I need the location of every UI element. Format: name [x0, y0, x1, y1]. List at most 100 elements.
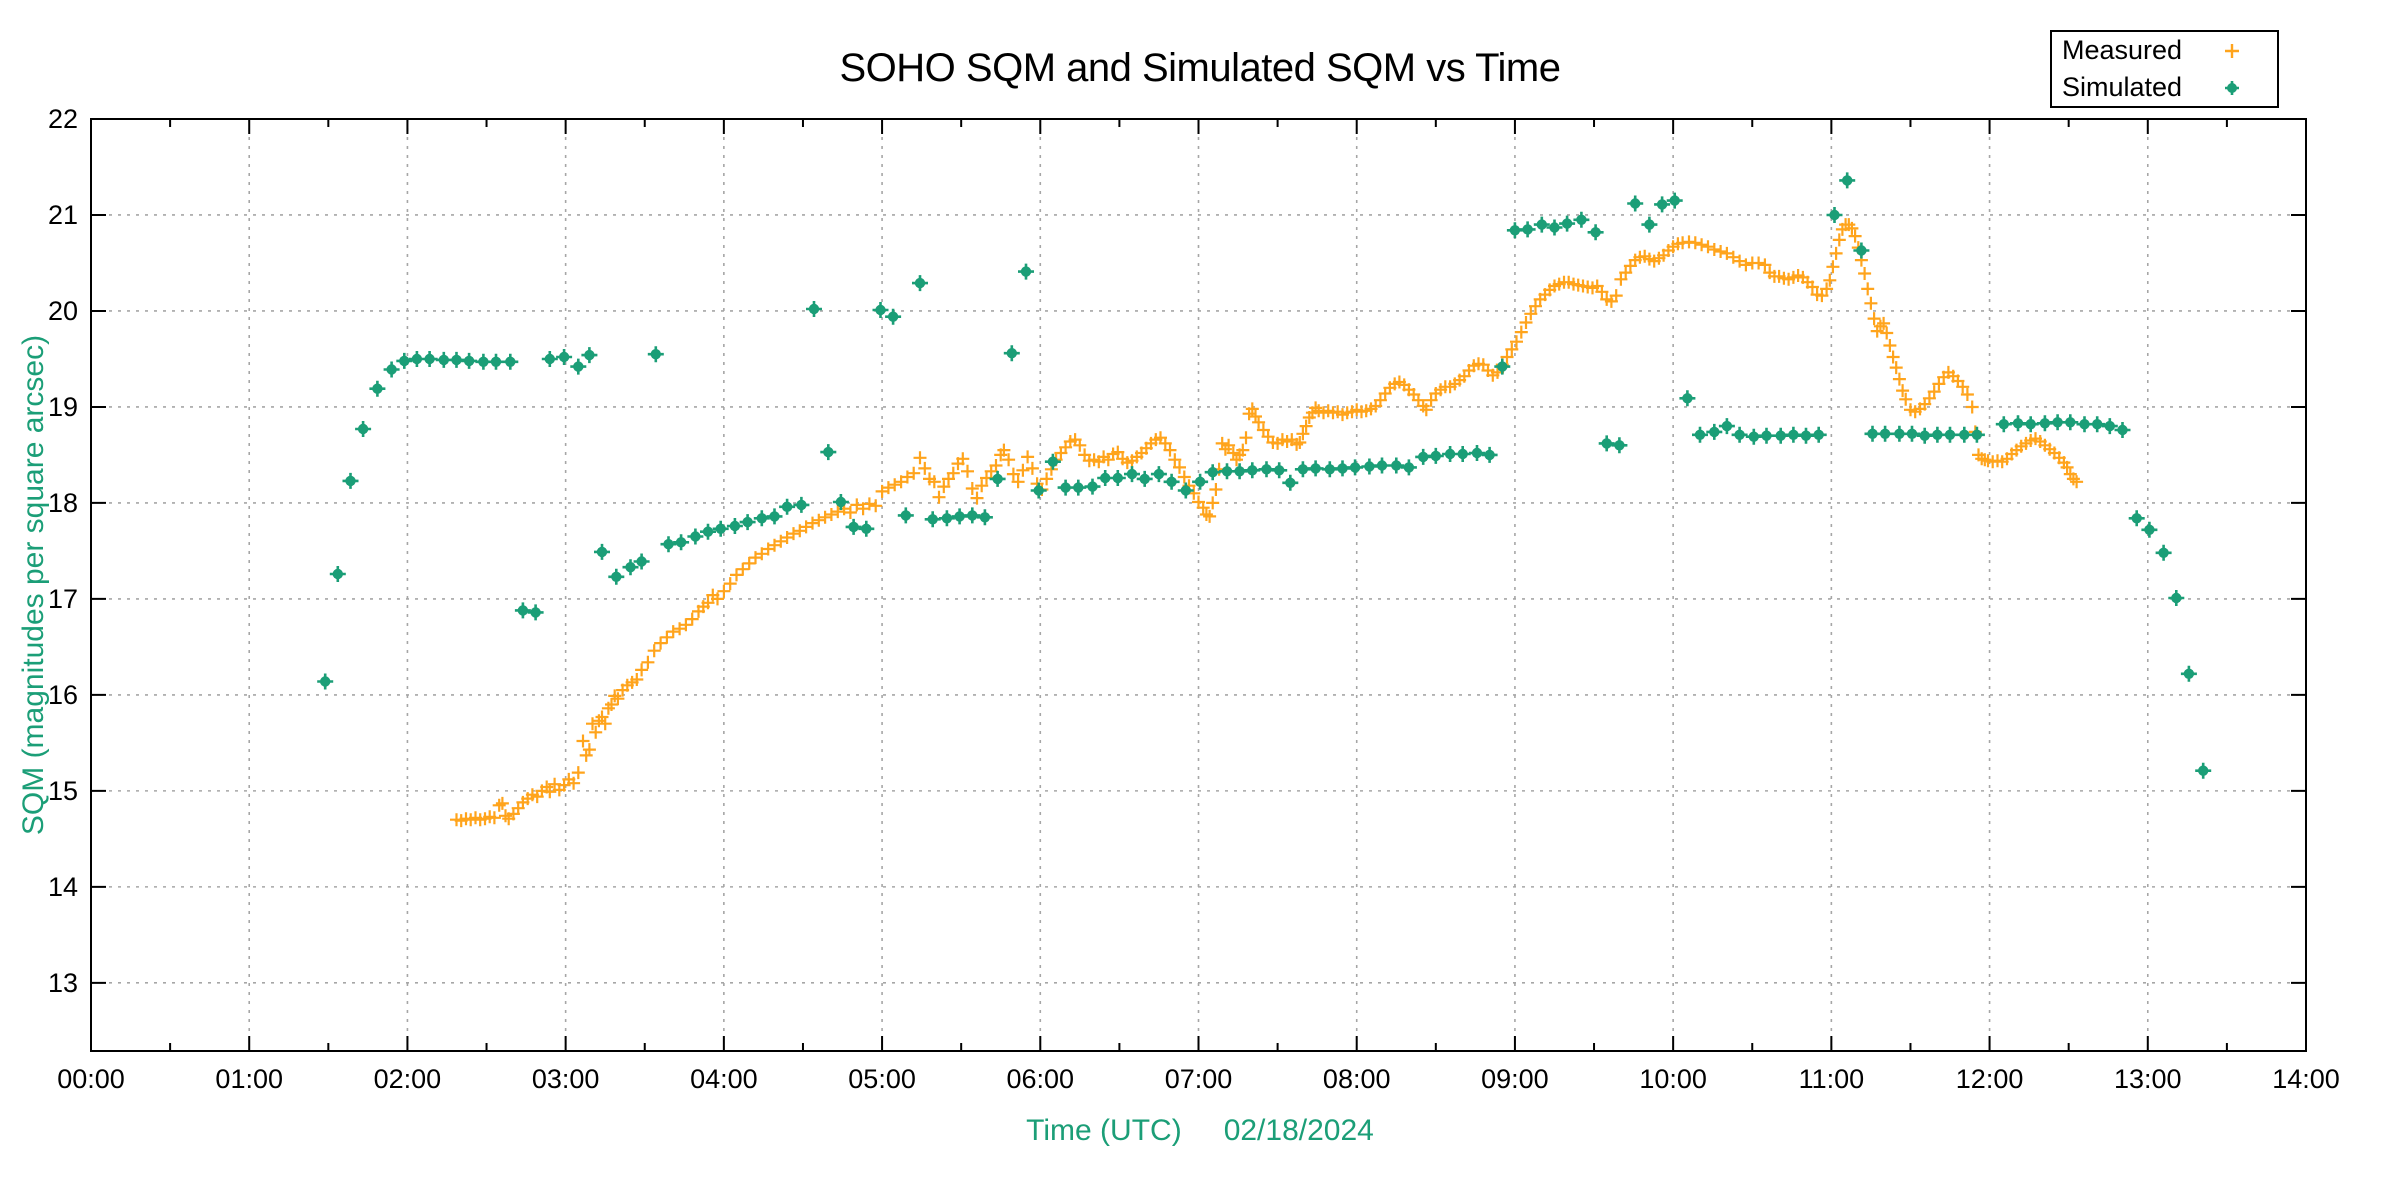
x-tick-label: 10:00 [1639, 1064, 1707, 1094]
simulated-point [1060, 482, 1071, 493]
simulated-point [900, 510, 911, 521]
simulated-point [1788, 429, 1799, 440]
simulated-point [756, 513, 767, 524]
simulated-point [2039, 418, 2051, 429]
simulated-point [1047, 456, 1059, 467]
x-tick-label: 03:00 [532, 1064, 600, 1094]
simulated-point [967, 510, 978, 521]
simulated-point [1867, 428, 1878, 439]
chart-title: SOHO SQM and Simulated SQM vs Time [839, 46, 1562, 90]
plot-border [90, 118, 2307, 1052]
simulated-point [1971, 429, 1983, 440]
x-tick-label: 12:00 [1956, 1064, 2024, 1094]
y-tick-label: 15 [48, 776, 78, 806]
simulated-point [386, 364, 397, 375]
simulated-point [1856, 245, 1867, 256]
simulated-point [848, 521, 859, 533]
simulated-point [1310, 463, 1321, 474]
y-tick-label: 18 [48, 488, 78, 518]
simulated-point [2183, 668, 2195, 679]
x-tick-label: 04:00 [690, 1064, 758, 1094]
simulated-point [2198, 765, 2209, 776]
simulated-point [357, 423, 369, 435]
simulated-point [1536, 219, 1548, 230]
simulated-point [808, 303, 820, 315]
simulated-point [954, 511, 965, 522]
simulated-point [1682, 393, 1693, 404]
simulated-point [1879, 428, 1891, 439]
simulated-point [1126, 468, 1138, 480]
simulated-point [1444, 448, 1456, 460]
simulated-point [1247, 465, 1258, 476]
simulated-point [835, 496, 847, 508]
simulated-point [1349, 462, 1361, 473]
simulated-point [1364, 461, 1375, 472]
simulated-point [1509, 225, 1521, 236]
simulated-point [1418, 451, 1429, 463]
simulated-point [715, 523, 726, 534]
simulated-point [1549, 222, 1560, 233]
simulated-point [1775, 430, 1786, 441]
simulated-point [1721, 420, 1733, 432]
simulated-point [1694, 429, 1706, 440]
simulated-point [558, 351, 570, 363]
x-tick-label: 07:00 [1165, 1064, 1233, 1094]
simulated-point [2144, 524, 2155, 535]
y-tick-label: 21 [48, 200, 78, 230]
simulated-point [702, 526, 714, 537]
simulated-point [1207, 467, 1218, 478]
y-tick-label: 19 [48, 392, 78, 422]
simulated-point [424, 353, 435, 365]
simulated-point [1073, 482, 1084, 493]
simulated-point [1734, 429, 1745, 440]
simulated-point [1285, 477, 1296, 488]
simulated-point [875, 304, 886, 316]
simulated-point [1006, 348, 1017, 359]
simulated-point [1761, 430, 1772, 441]
simulated-point [1748, 431, 1760, 442]
simulated-point [823, 446, 834, 458]
simulated-point [1829, 209, 1840, 221]
simulated-point [625, 562, 636, 573]
x-tick-label: 11:00 [1799, 1064, 1865, 1094]
measured-points-path [450, 218, 2084, 828]
simulated-point [769, 511, 780, 522]
x-tick-label: 06:00 [1006, 1064, 1074, 1094]
simulated-point [1391, 460, 1402, 471]
simulated-point [1497, 361, 1508, 372]
simulated-point [1033, 485, 1044, 496]
simulated-point [1180, 485, 1192, 496]
simulated-point [1457, 448, 1468, 460]
simulated-point [1919, 430, 1930, 441]
simulated-point [584, 349, 595, 361]
simulated-point [1484, 449, 1495, 461]
simulated-point [1471, 447, 1483, 459]
simulated-point [1166, 476, 1177, 487]
simulated-point [1561, 218, 1573, 229]
simulated-point [1576, 214, 1587, 225]
y-axis-label: SQM (magnitudes per square arcsec) [17, 334, 50, 836]
simulated-point [2158, 547, 2169, 558]
simulated-point [596, 546, 608, 558]
simulated-point [1112, 472, 1124, 484]
y-tick-label: 20 [48, 296, 78, 326]
simulated-point [1813, 429, 1824, 440]
simulated-point [1656, 199, 1668, 210]
simulated-point [573, 361, 584, 372]
simulated-point [796, 499, 807, 511]
simulated-point [399, 355, 410, 367]
simulated-point [1842, 175, 1853, 186]
simulated-point [887, 311, 899, 322]
x-tick-label: 08:00 [1323, 1064, 1391, 1094]
simulated-point [1590, 227, 1601, 238]
x-tick-label: 00:00 [57, 1064, 125, 1094]
simulated-point [1998, 419, 2010, 430]
simulated-point [690, 531, 701, 542]
measured-series [450, 218, 2084, 828]
simulated-point [2012, 418, 2024, 429]
simulated-point [663, 539, 674, 550]
simulated-point [1139, 473, 1150, 485]
simulated-point [2131, 513, 2142, 524]
